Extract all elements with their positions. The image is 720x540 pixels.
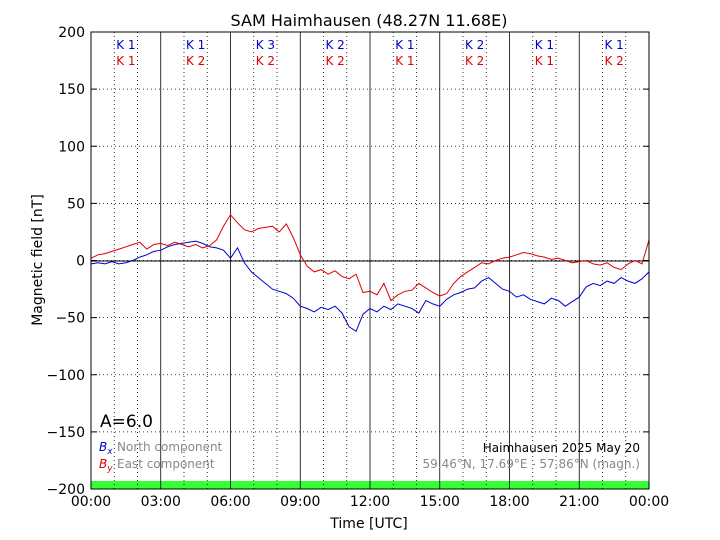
y-axis-ticks: 200 150 100 50 0 −50 −100 −150 −200 [47, 25, 649, 498]
k-index-north: K 1 [395, 38, 414, 52]
y-tick-label: −150 [47, 425, 85, 441]
legend-north: Bx North component [99, 440, 223, 457]
legend-east-symbol-letter: B [99, 457, 107, 471]
coordinates-label: 59.46°N, 17.69°E - 57.86°N (magn.) [423, 457, 640, 471]
x-axis-label: Time [UTC] [329, 516, 407, 532]
station-date-label: Haimhausen 2025 May 20 [483, 441, 640, 455]
y-tick-label: −100 [47, 368, 85, 384]
x-tick-label: 18:00 [489, 494, 529, 510]
series-line-east-component [90, 213, 650, 302]
y-tick-label: 0 [76, 254, 85, 270]
x-tick-label: 09:00 [280, 494, 320, 510]
legend-east: By East component [99, 457, 215, 474]
k-index-east: K 1 [395, 54, 414, 68]
y-tick-label: −50 [55, 311, 85, 327]
y-tick-label: 200 [58, 25, 85, 41]
series-line-north-component [90, 240, 650, 333]
k-index-east: K 2 [186, 54, 205, 68]
k-index-east: K 2 [325, 54, 344, 68]
k-index-east: K 1 [116, 54, 135, 68]
y-tick-label: 100 [58, 139, 85, 155]
plot-area: K 1 K 1 K 1 K 2 K 3 K 2 K 2 K 2 K 1 K 1 K 2 K 2 K 1 K… [90, 31, 650, 490]
k-index-north: K 2 [325, 38, 344, 52]
x-tick-label: 21:00 [559, 494, 599, 510]
k-index-east: K 1 [535, 54, 554, 68]
k-index-east: K 2 [256, 54, 275, 68]
k-index-east: K 2 [465, 54, 484, 68]
x-tick-label: 15:00 [420, 494, 460, 510]
k-index-north: K 1 [186, 38, 205, 52]
series-lines [90, 213, 650, 333]
legend-north-symbol-letter: B [99, 440, 107, 454]
legend-north-symbol: Bx [99, 440, 113, 457]
x-axis-ticks: 00:00 03:00 06:00 09:00 12:00 15:00 18:00 21:00… [71, 494, 669, 510]
k-index-north: K 1 [116, 38, 135, 52]
legend: Bx North component By East component [99, 440, 223, 474]
x-tick-label: 12:00 [350, 494, 390, 510]
legend-east-symbol: By [99, 457, 113, 474]
k-index-north: K 3 [256, 38, 275, 52]
x-tick-label: 00:00 [71, 494, 111, 510]
a-index-label: A=6.0 [100, 412, 153, 432]
x-tick-label: 00:00 [629, 494, 669, 510]
y-tick-label: 50 [67, 196, 85, 212]
x-tick-label: 03:00 [141, 494, 181, 510]
legend-north-label: North component [117, 440, 223, 454]
k-index-north: K 1 [535, 38, 554, 52]
k-index-north: K 2 [465, 38, 484, 52]
k-index-east: K 2 [604, 54, 623, 68]
y-axis-label: Magnetic field [nT] [30, 194, 46, 326]
legend-east-symbol-subscript: y [106, 464, 113, 474]
y-tick-label: 150 [58, 82, 85, 98]
y-tick-label: −200 [47, 482, 85, 498]
k-index-north: K 1 [604, 38, 623, 52]
legend-east-label: East component [117, 457, 215, 471]
legend-north-symbol-subscript: x [106, 447, 113, 457]
chart-title: SAM Haimhausen (48.27N 11.68E) [231, 11, 508, 30]
x-tick-label: 06:00 [210, 494, 250, 510]
k-index-labels: K 1 K 1 K 1 K 2 K 3 K 2 K 2 K 2 K 1 K 1 K 2 K 2 K 1 K… [116, 38, 624, 68]
